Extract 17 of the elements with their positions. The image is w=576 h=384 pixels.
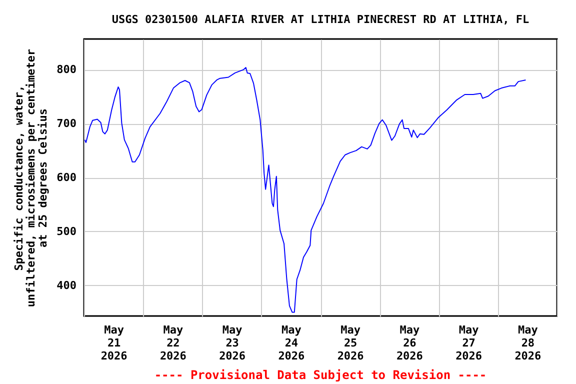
x-tick-label: May 25 2026 bbox=[337, 324, 364, 362]
y-tick-label: 500 bbox=[56, 224, 76, 238]
y-tick-label: 700 bbox=[56, 117, 76, 130]
x-tick-label: May 26 2026 bbox=[396, 324, 424, 362]
chart-title: USGS 02301500 ALAFIA RIVER AT LITHIA PINECREST RD AT LITHIA, FL bbox=[112, 13, 530, 26]
y-tick-label: 400 bbox=[56, 278, 76, 292]
x-tick-label: May 23 2026 bbox=[219, 324, 246, 362]
x-tick-label: May 22 2026 bbox=[160, 324, 187, 362]
text: ---- Provisional Data Subject to Revision ---- bbox=[154, 368, 487, 382]
x-tick-label: May 28 2026 bbox=[514, 324, 542, 362]
line-series bbox=[84, 67, 526, 313]
x-tick-label: May 21 2026 bbox=[100, 324, 128, 362]
y-axis-title: Specific conductance, water, unfiltered, microsiemens per centimeter at 25 degrees Celsius bbox=[12, 48, 50, 308]
y-tick-label: 600 bbox=[56, 171, 76, 184]
y-tick-label: 800 bbox=[56, 63, 76, 76]
x-tick-label: May 27 2026 bbox=[456, 324, 482, 362]
x-tick-label: May 24 2026 bbox=[278, 324, 306, 362]
